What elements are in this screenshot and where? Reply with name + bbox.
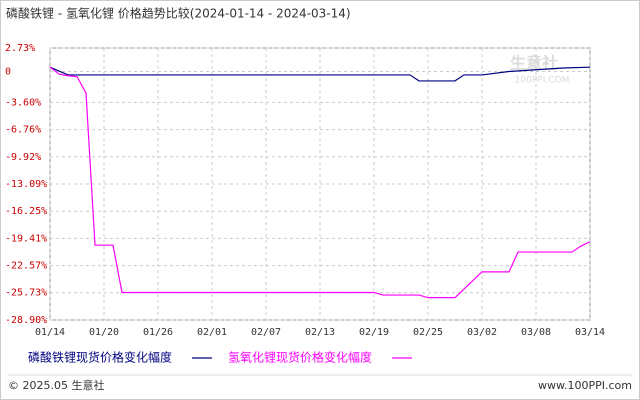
series-line <box>49 66 591 82</box>
footer-left: © 2025.05 生意社 <box>8 378 104 392</box>
x-tick-label: 02/01 <box>197 327 227 338</box>
watermark: 100PPI.COM <box>515 76 570 86</box>
legend-label: 磷酸铁锂现货价格变化幅度 <box>28 350 172 365</box>
x-tick-label: 03/02 <box>467 327 497 338</box>
x-tick-label: 03/14 <box>575 327 605 338</box>
y-tick-label: -13.09% <box>5 179 47 190</box>
x-tick-label: 01/20 <box>89 327 119 338</box>
y-tick-label: 2.73% <box>5 43 35 54</box>
chart-title: 磷酸铁锂 - 氢氧化锂 价格趋势比较(2024-01-14 - 2024-03-… <box>6 6 351 21</box>
x-tick-label: 02/07 <box>251 327 281 338</box>
x-tick-label: 02/19 <box>359 327 389 338</box>
x-tick-label: 02/13 <box>305 327 335 338</box>
watermark: 生意社 <box>510 54 558 73</box>
y-tick-label: -16.25% <box>5 206 47 217</box>
series-line <box>49 66 591 299</box>
x-tick-label: 01/14 <box>35 327 65 338</box>
x-tick-label: 03/08 <box>521 327 551 338</box>
y-tick-label: 0 <box>5 66 11 77</box>
y-tick-label: -22.57% <box>5 261 47 272</box>
x-tick-label: 01/26 <box>143 327 173 338</box>
x-tick-label: 02/25 <box>413 327 443 338</box>
legend-label: 氢氧化锂现货价格变化幅度 <box>228 350 372 365</box>
y-tick-label: -9.92% <box>5 152 41 163</box>
y-tick-label: -3.60% <box>5 97 41 108</box>
y-tick-label: -25.73% <box>5 288 47 299</box>
y-tick-label: -6.76% <box>5 125 41 136</box>
footer-right: www.100PPI.com <box>538 379 632 392</box>
y-tick-label: -28.90% <box>5 315 47 326</box>
y-tick-label: -19.41% <box>5 233 47 244</box>
